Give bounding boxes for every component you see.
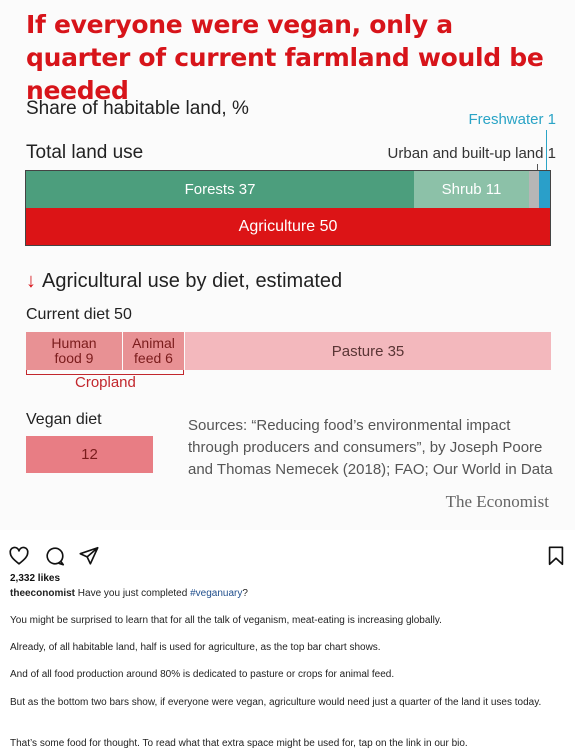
freshwater-leader-line [546, 130, 547, 170]
post-actions-bar [8, 545, 567, 569]
freshwater-label: Freshwater 1 [468, 111, 556, 128]
bar-vegan-diet: 12 [26, 436, 153, 473]
arrow-down-icon: ↓ [26, 270, 36, 292]
cropland-bracket [26, 370, 184, 375]
bar-agriculture: Agriculture 50 [26, 208, 550, 245]
chart-subtitle: Share of habitable land, % [26, 98, 249, 119]
animal-feed-line2: feed 6 [134, 350, 173, 366]
caption-paragraph: And of all food production around 80% is… [10, 669, 395, 680]
caption-first-line: theeconomist Have you just completed #ve… [10, 588, 248, 599]
caption-paragraph: You might be surprised to learn that for… [10, 615, 442, 626]
caption-paragraph: But as the bottom two bars show, if ever… [10, 697, 542, 708]
bar-urban [529, 171, 539, 208]
caption-paragraph: That’s some food for thought. To read wh… [10, 738, 468, 749]
bar-pasture: Pasture 35 [185, 332, 551, 370]
caption-end: ? [242, 588, 248, 599]
sources-line: through producers and consumers”, by Jos… [188, 439, 543, 456]
sources-line: Sources: “Reducing food’s environmental … [188, 417, 511, 434]
share-icon[interactable] [78, 545, 100, 567]
urban-label: Urban and built-up land 1 [387, 145, 556, 162]
bar-freshwater [539, 171, 550, 208]
brand-logo-text: The Economist [445, 492, 549, 511]
hashtag-link[interactable]: #veganuary [190, 588, 243, 599]
caption-text: Have you just completed [77, 588, 191, 599]
sources-line: and Thomas Nemecek (2018); FAO; Our Worl… [188, 461, 553, 478]
chart-image: If everyone were vegan, only a quarter o… [25, 10, 558, 511]
human-food-line2: food 9 [54, 350, 94, 366]
current-diet-label: Current diet 50 [26, 306, 132, 323]
bar-human-food: Human food 9 [26, 332, 122, 370]
vegan-diet-label: Vegan diet [26, 411, 102, 428]
human-food-line1: Human [51, 335, 97, 351]
bookmark-icon[interactable] [545, 545, 567, 567]
agricultural-use-title-text: Agricultural use by diet, estimated [42, 270, 343, 292]
comment-icon[interactable] [44, 545, 66, 567]
bar-animal-feed: Animal feed 6 [122, 332, 184, 370]
sources-note: Sources: “Reducing food’s environmental … [188, 415, 558, 481]
cropland-label: Cropland [75, 374, 136, 391]
caption-paragraph: Already, of all habitable land, half is … [10, 642, 381, 653]
bar-forests: Forests 37 [26, 171, 414, 208]
heart-icon[interactable] [8, 545, 30, 567]
username-link[interactable]: theeconomist [10, 588, 76, 599]
animal-feed-line1: Animal [132, 335, 175, 351]
bar-shrub: Shrub 11 [414, 171, 529, 208]
agricultural-use-title: ↓ Agricultural use by diet, estimated [26, 270, 342, 293]
headline: If everyone were vegan, only a quarter o… [26, 10, 544, 105]
total-land-use-label: Total land use [26, 142, 144, 163]
likes-count[interactable]: 2,332 likes [10, 573, 61, 584]
urban-leader-line [537, 164, 538, 172]
